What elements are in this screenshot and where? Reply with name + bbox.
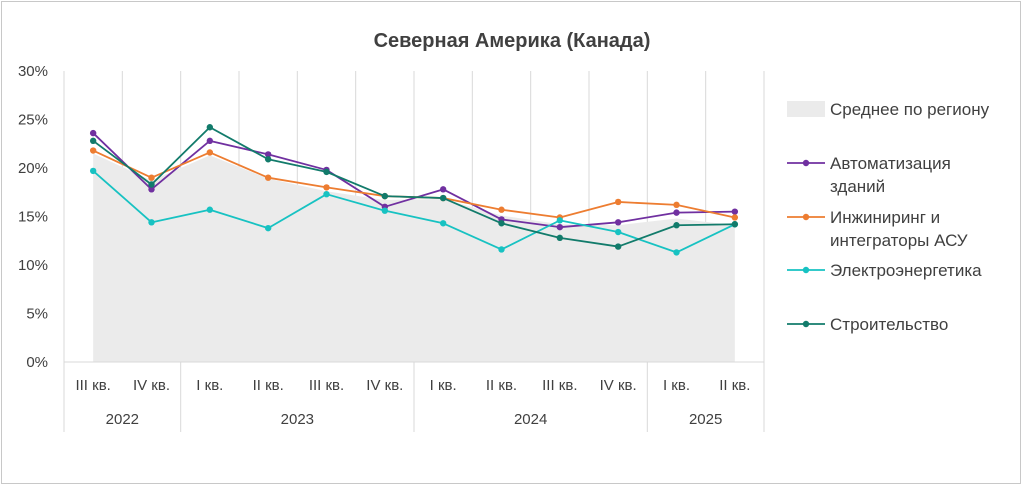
data-point — [731, 214, 739, 221]
data-point — [323, 190, 330, 198]
data-point — [498, 246, 505, 253]
data-point — [89, 167, 97, 175]
data-point — [673, 209, 680, 216]
data-point — [148, 219, 155, 226]
y-axis: 0% 5% 10% 15% 20% 25% 30% — [18, 63, 48, 371]
data-point — [89, 129, 97, 137]
y-tick-label: 5% — [26, 306, 48, 323]
y-tick-label: 25% — [18, 112, 48, 129]
data-point — [381, 192, 389, 200]
data-point — [614, 219, 622, 226]
data-point — [89, 137, 97, 145]
data-point — [673, 222, 680, 229]
data-point — [323, 184, 330, 191]
legend-label: Инжиниринг и — [830, 208, 940, 227]
legend-label: зданий — [830, 177, 885, 196]
y-tick-label: 30% — [18, 63, 48, 80]
legend: Среднее по региону Автоматизация зданий Инж… — [787, 100, 990, 334]
data-point — [556, 223, 564, 231]
x-tick-label: I кв. — [430, 377, 457, 394]
area-average-region — [93, 153, 735, 362]
legend-label: Электроэнергетика — [830, 261, 982, 280]
x-tick-label: II кв. — [253, 377, 284, 394]
data-point — [148, 181, 155, 188]
data-point — [206, 206, 214, 213]
data-point — [556, 217, 564, 224]
data-point — [498, 220, 505, 227]
data-point — [439, 220, 447, 227]
legend-swatch-marker — [802, 213, 810, 221]
year-group-label: 2022 — [106, 411, 139, 428]
data-point — [264, 224, 272, 232]
y-tick-label: 10% — [18, 257, 48, 274]
data-point — [614, 243, 622, 250]
legend-swatch-marker — [802, 159, 810, 167]
data-point — [148, 174, 155, 181]
series-line-4 — [92, 126, 735, 248]
y-tick-label: 15% — [18, 209, 48, 226]
legend-label: интеграторы АСУ — [830, 231, 968, 250]
x-tick-label: III кв. — [309, 377, 344, 394]
legend-label: Строительство — [830, 315, 948, 334]
legend-swatch-marker — [802, 266, 810, 274]
data-point — [264, 156, 272, 163]
data-point — [731, 208, 739, 215]
x-tick-label: II кв. — [486, 377, 517, 394]
data-point — [264, 174, 272, 181]
legend-label: Среднее по региону — [830, 100, 990, 119]
data-point — [614, 228, 622, 236]
x-tick-label: II кв. — [719, 377, 750, 394]
x-tick-label: I кв. — [196, 377, 223, 394]
year-group-label: 2024 — [514, 411, 547, 428]
year-group-label: 2025 — [689, 411, 722, 428]
data-point — [673, 249, 680, 256]
data-point — [614, 198, 622, 206]
series-line-1 — [92, 132, 735, 229]
x-tick-label: IV кв. — [133, 377, 170, 394]
chart-title: Северная Америка (Канада) — [374, 30, 651, 52]
y-tick-label: 0% — [26, 354, 48, 371]
year-group-label: 2023 — [281, 411, 314, 428]
data-point — [206, 137, 214, 145]
data-point — [381, 207, 389, 214]
data-point — [439, 186, 447, 193]
y-tick-label: 20% — [18, 160, 48, 177]
legend-swatch-marker — [802, 320, 810, 328]
series-lines — [89, 124, 739, 256]
average-area — [93, 153, 735, 362]
data-point — [89, 147, 97, 154]
data-point — [148, 186, 155, 193]
x-tick-label: III кв. — [542, 377, 577, 394]
data-point — [556, 234, 564, 242]
x-tick-label: I кв. — [663, 377, 690, 394]
legend-swatch-area — [787, 101, 825, 117]
x-tick-label: IV кв. — [366, 377, 403, 394]
legend-label: Автоматизация — [830, 154, 951, 173]
data-point — [206, 124, 214, 131]
x-axis: III кв. IV кв. I кв. II кв. III кв. IV кв. I к… — [63, 361, 765, 432]
data-point — [264, 151, 272, 158]
data-point — [323, 168, 330, 176]
data-point — [498, 206, 505, 213]
series-line-3 — [92, 170, 736, 254]
data-point — [731, 221, 739, 228]
x-tick-label: IV кв. — [600, 377, 637, 394]
data-point — [673, 201, 680, 209]
data-point — [206, 149, 214, 156]
x-tick-label: III кв. — [75, 377, 110, 394]
data-point — [439, 194, 447, 202]
